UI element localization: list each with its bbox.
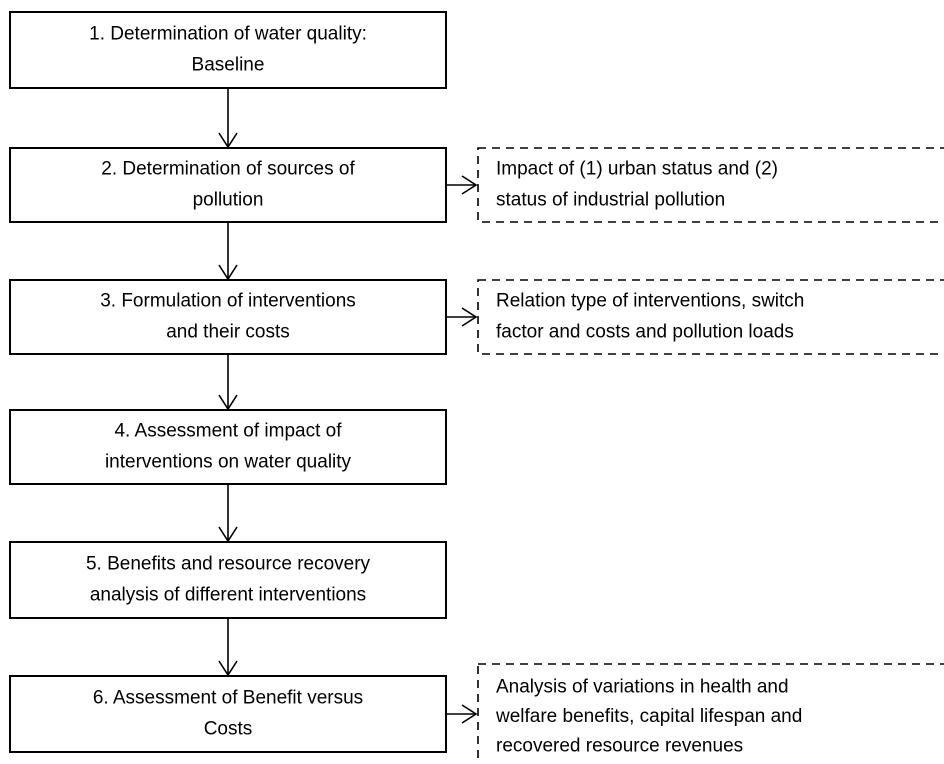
note-text: status of industrial pollution	[496, 190, 725, 211]
step-text: Baseline	[192, 55, 265, 76]
note-text: Impact of (1) urban status and (2)	[496, 159, 778, 180]
step-box	[9, 675, 447, 753]
step-text: 6. Assessment of Benefit versus	[93, 688, 363, 709]
note-box	[477, 147, 944, 223]
step-text: interventions on water quality	[105, 452, 352, 473]
arrow-head	[461, 704, 478, 724]
arrow-head	[461, 175, 478, 195]
note-box	[477, 279, 944, 355]
step-text: Costs	[204, 719, 253, 740]
note-box	[477, 663, 944, 764]
arrow-head	[461, 307, 478, 327]
step-text: pollution	[193, 190, 264, 211]
note-text: recovered resource revenues	[496, 736, 743, 757]
note-text: welfare benefits, capital lifespan and	[495, 706, 802, 727]
step-box	[9, 409, 447, 485]
note-text: factor and costs and pollution loads	[496, 322, 794, 343]
step-text: analysis of different interventions	[90, 585, 366, 606]
step-box	[9, 147, 447, 223]
step-text: and their costs	[166, 322, 290, 343]
step-box	[9, 279, 447, 355]
step-box	[9, 11, 447, 89]
note-text: Relation type of interventions, switch	[496, 291, 804, 312]
step-text: 5. Benefits and resource recovery	[86, 554, 371, 575]
step-text: 3. Formulation of interventions	[100, 291, 356, 312]
step-box	[9, 541, 447, 619]
step-text: 1. Determination of water quality:	[89, 24, 367, 45]
step-text: 4. Assessment of impact of	[114, 421, 342, 442]
note-text: Analysis of variations in health and	[496, 677, 789, 698]
step-text: 2. Determination of sources of	[101, 159, 355, 180]
